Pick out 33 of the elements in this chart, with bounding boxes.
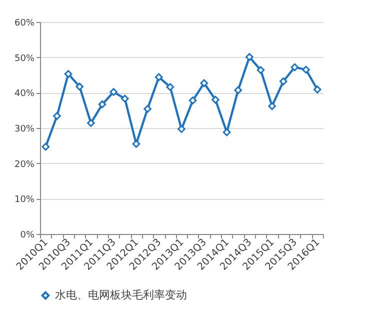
- point: [268, 102, 276, 110]
- y-tick-label: 30%: [14, 124, 35, 134]
- point: [279, 77, 288, 86]
- point: [110, 88, 118, 96]
- y-tick-label: 50%: [14, 54, 35, 64]
- point: [76, 82, 84, 91]
- point: [64, 70, 72, 78]
- point: [222, 128, 231, 136]
- point: [166, 83, 174, 91]
- point: [120, 94, 129, 103]
- point: [98, 100, 106, 108]
- point: [246, 53, 254, 61]
- y-tick-label: 20%: [14, 160, 35, 170]
- point: [178, 125, 186, 133]
- point: [42, 142, 50, 151]
- legend-label: 水电、电网板块毛利率变动: [55, 288, 187, 302]
- point: [234, 86, 242, 94]
- point: [87, 119, 95, 127]
- point: [188, 96, 197, 104]
- y-tick-label: 40%: [14, 89, 35, 100]
- point: [154, 73, 163, 82]
- point: [290, 63, 299, 72]
- y-tick-label: 60%: [14, 18, 35, 28]
- point: [53, 112, 61, 120]
- point: [132, 140, 140, 148]
- point: [212, 96, 220, 104]
- point: [144, 105, 152, 113]
- y-tick-label: 10%: [14, 195, 35, 206]
- point: [302, 66, 310, 74]
- point: [313, 86, 322, 94]
- point: [256, 66, 265, 74]
- y-tick-label: 0%: [20, 230, 35, 240]
- point: [200, 79, 208, 88]
